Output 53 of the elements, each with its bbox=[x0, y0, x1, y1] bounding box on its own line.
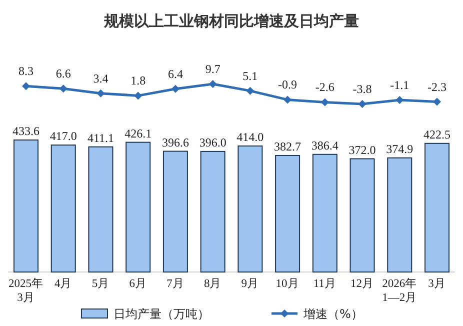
bar bbox=[424, 142, 450, 272]
bar bbox=[162, 150, 188, 272]
chart-title: 规模以上工业钢材同比增速及日均产量 bbox=[103, 12, 359, 30]
x-tick-label: 3月 bbox=[428, 277, 446, 290]
x-tick-label: 5月 bbox=[92, 277, 110, 290]
data-label: -3.8 bbox=[352, 82, 372, 96]
x-tick-label: 7月 bbox=[166, 277, 184, 290]
legend-label: 日均产量（万吨） bbox=[114, 307, 210, 321]
bar bbox=[350, 158, 375, 272]
bar bbox=[387, 157, 412, 272]
x-tick-label: 8月 bbox=[204, 277, 222, 290]
legend-label: 增速（%） bbox=[302, 307, 363, 321]
data-label: 414.0 bbox=[236, 130, 264, 144]
data-label: 9.7 bbox=[205, 62, 220, 76]
data-label: 422.5 bbox=[424, 127, 450, 142]
data-label: 6.4 bbox=[168, 66, 183, 81]
legend: 日均产量（万吨） bbox=[81, 307, 210, 321]
data-label: -0.9 bbox=[278, 78, 298, 92]
data-label: 6.6 bbox=[56, 66, 71, 81]
x-tick-label: 2026年 1—2月 bbox=[382, 277, 418, 304]
data-label: 5.1 bbox=[242, 68, 258, 83]
data-label: 396.0 bbox=[199, 135, 226, 150]
data-label: 411.1 bbox=[87, 130, 114, 145]
data-label: 396.6 bbox=[162, 135, 189, 150]
data-label: 3.4 bbox=[93, 71, 108, 86]
data-label: 8.3 bbox=[18, 64, 34, 78]
data-label: -2.3 bbox=[428, 80, 446, 94]
x-tick-label: 4月 bbox=[54, 277, 72, 290]
bar bbox=[14, 140, 38, 272]
bar bbox=[50, 144, 76, 272]
bar bbox=[238, 145, 263, 272]
data-label: 374.9 bbox=[386, 142, 414, 156]
bar bbox=[275, 154, 300, 272]
data-label: 382.7 bbox=[274, 139, 302, 154]
bar bbox=[126, 142, 151, 272]
data-label: 417.0 bbox=[50, 129, 77, 144]
data-label: 372.0 bbox=[348, 142, 376, 157]
data-label: 1.8 bbox=[130, 74, 146, 88]
data-label: 433.6 bbox=[12, 124, 40, 138]
x-tick-label: 6月 bbox=[129, 277, 147, 290]
x-tick-label: 11月 bbox=[313, 277, 336, 290]
x-tick-label: 2025年 3月 bbox=[8, 277, 44, 304]
data-label: -2.6 bbox=[315, 80, 334, 94]
data-label: 386.4 bbox=[311, 138, 338, 152]
legend: 增速（%） bbox=[272, 307, 363, 321]
data-label: -1.1 bbox=[390, 78, 410, 92]
x-tick-label: 12月 bbox=[350, 277, 374, 290]
x-tick-label: 9月 bbox=[241, 277, 260, 290]
bar bbox=[312, 154, 338, 272]
bar bbox=[88, 146, 114, 272]
bar bbox=[200, 150, 226, 272]
x-tick-label: 10月 bbox=[276, 277, 300, 290]
data-label: 426.1 bbox=[124, 126, 152, 140]
